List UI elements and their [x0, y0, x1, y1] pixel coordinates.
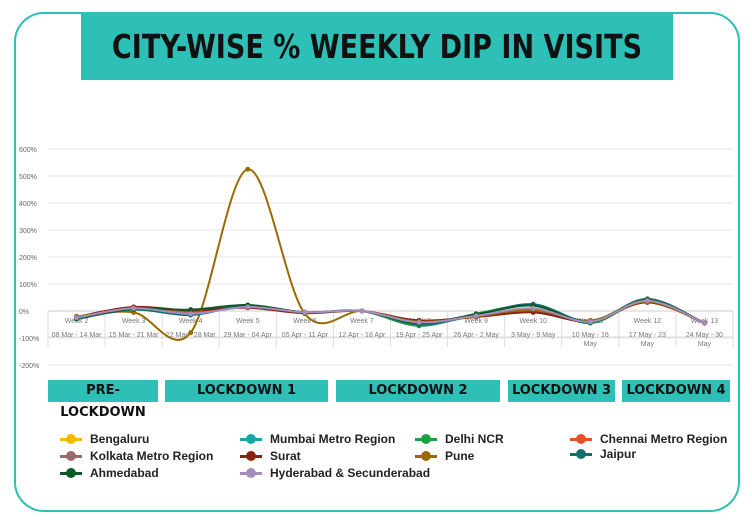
legend-label: Kolkata Metro Region: [90, 449, 214, 463]
legend-item: Delhi NCR: [415, 432, 504, 446]
legend-item: Chennai Metro Region: [570, 432, 727, 446]
legend-item: Kolkata Metro Region: [60, 449, 213, 463]
x-date-label: 17 May - 23: [629, 332, 666, 339]
phase-lockdown-1: LOCKDOWN 1: [165, 380, 328, 402]
legend-item: Jaipur: [570, 447, 636, 461]
legend-label: Chennai Metro Region: [600, 432, 728, 446]
y-tick-label: 500%: [19, 174, 37, 181]
y-tick-label: -200%: [19, 363, 39, 370]
x-date-label: 26 Apr - 2 May: [453, 332, 499, 339]
legend-marker-icon: [60, 467, 82, 478]
x-date-label: May: [641, 341, 655, 348]
legend-marker-icon: [240, 450, 262, 461]
phase-pre-lockdown: PRE-LOCKDOWN: [48, 380, 158, 420]
legend-marker-icon: [415, 450, 437, 461]
x-tick-label: Week 7: [350, 318, 374, 325]
legend-item: Hyderabad & Secunderabad: [240, 466, 430, 480]
x-date-label: May: [698, 341, 712, 348]
x-tick-label: Week 10: [519, 318, 547, 325]
legend-label: Jaipur: [600, 447, 637, 461]
legend-item: Pune: [415, 449, 474, 463]
data-point: [473, 313, 479, 319]
data-point: [701, 320, 707, 326]
legend-item: Bengaluru: [60, 432, 149, 446]
y-tick-label: -100%: [19, 336, 39, 343]
y-tick-label: 400%: [19, 201, 37, 208]
data-point: [416, 319, 422, 325]
y-tick-label: 300%: [19, 228, 37, 235]
legend-label: Bengaluru: [90, 432, 150, 446]
legend-marker-icon: [415, 433, 437, 444]
legend-label: Pune: [445, 449, 475, 463]
legend-item: Ahmedabad: [60, 466, 159, 480]
data-point: [302, 309, 308, 315]
x-tick-label: Week 5: [236, 318, 260, 325]
x-date-label: 29 Mar - 04 Apr: [224, 332, 273, 339]
legend-label: Surat: [270, 449, 301, 463]
legend-item: Surat: [240, 449, 301, 463]
y-tick-label: 600%: [19, 147, 37, 154]
data-point: [188, 307, 194, 313]
data-point: [245, 166, 251, 172]
legend-marker-icon: [570, 448, 592, 459]
x-date-label: 3 May - 9 May: [511, 332, 556, 339]
y-tick-label: 200%: [19, 255, 37, 262]
legend-label: Ahmedabad: [90, 466, 159, 480]
x-date-label: 12 Apr - 18 Apr: [339, 332, 386, 339]
legend-label: Mumbai Metro Region: [270, 432, 396, 446]
x-date-label: May: [584, 341, 598, 348]
legend-marker-icon: [570, 433, 592, 444]
chart-card: CITY-WISE % WEEKLY DIP IN VISITS: [14, 12, 740, 512]
x-tick-label: Week 4: [179, 318, 203, 325]
legend-marker-icon: [240, 433, 262, 444]
series-hyderabad-secunderabad: [74, 298, 707, 326]
data-point: [587, 319, 593, 325]
legend-marker-icon: [60, 450, 82, 461]
x-tick-label: Week 12: [634, 318, 662, 325]
series-line: [76, 299, 705, 325]
x-date-label: 05 Apr - 11 Apr: [282, 332, 329, 339]
legend-label: Hyderabad & Secunderabad: [270, 466, 431, 480]
chart-title: CITY-WISE % WEEKLY DIP IN VISITS: [80, 14, 674, 80]
data-point: [188, 330, 194, 336]
y-tick-label: 0%: [19, 309, 29, 316]
phase-lockdown-2: LOCKDOWN 2: [336, 380, 500, 402]
legend-marker-icon: [240, 467, 262, 478]
data-point: [74, 315, 80, 321]
x-date-label: 24 May - 30: [686, 332, 723, 339]
data-point: [245, 304, 251, 310]
y-tick-label: 100%: [19, 282, 37, 289]
data-point: [188, 311, 194, 317]
data-point: [359, 308, 365, 314]
legend-item: Mumbai Metro Region: [240, 432, 395, 446]
legend-marker-icon: [60, 433, 82, 444]
x-date-label: 15 Mar - 21 Mar: [109, 332, 159, 339]
data-point: [530, 305, 536, 311]
legend-label: Delhi NCR: [445, 432, 504, 446]
data-point: [644, 298, 650, 304]
x-date-label: 22 Mar - 28 Mar: [166, 332, 216, 339]
data-point: [131, 305, 137, 311]
x-date-label: 10 May - 16: [572, 332, 609, 339]
phase-lockdown-4: LOCKDOWN 4: [622, 380, 730, 402]
x-tick-label: Week 6: [293, 318, 317, 325]
x-tick-label: Week 9: [464, 318, 488, 325]
x-date-label: 08 Mar - 14 Mar: [52, 332, 102, 339]
phase-lockdown-3: LOCKDOWN 3: [508, 380, 615, 402]
x-tick-label: Week 3: [122, 318, 146, 325]
x-date-label: 19 Apr - 25 Apr: [396, 332, 443, 339]
